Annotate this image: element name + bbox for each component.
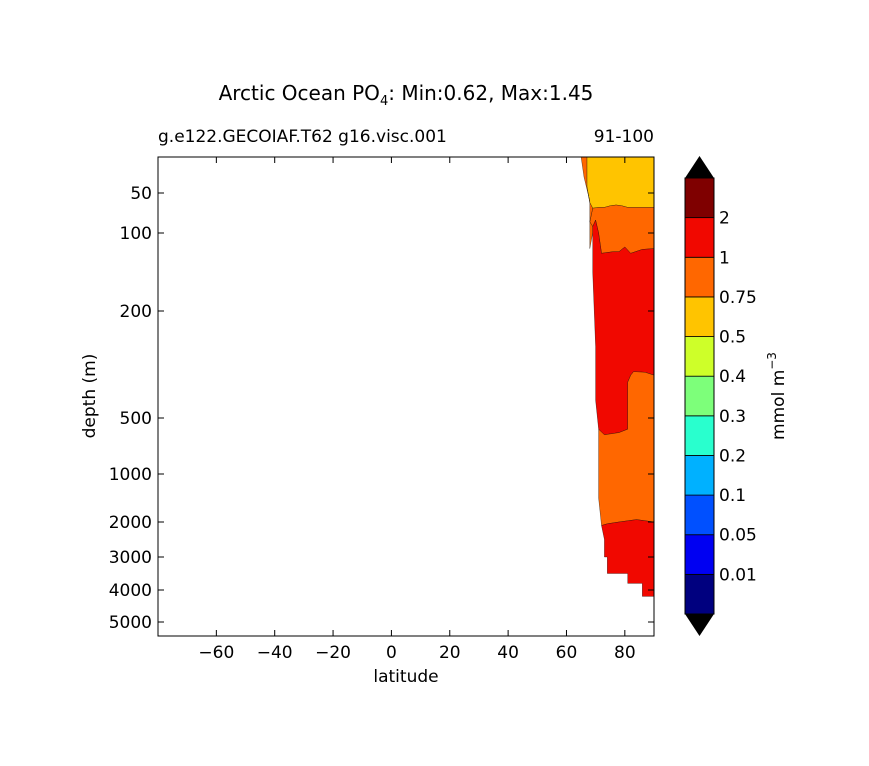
- colorbar-tick-label: 0.1: [719, 486, 746, 506]
- x-tick-label: −60: [198, 643, 234, 663]
- colorbar-segment: [684, 256, 715, 298]
- colorbar-segment: [684, 375, 715, 417]
- colorbar-tick-label: 0.2: [719, 446, 746, 466]
- contour-fill-layer: [580, 157, 654, 597]
- colorbar-segment: [684, 177, 715, 219]
- y-tick-label: 4000: [109, 581, 152, 601]
- x-axis-label: latitude: [373, 667, 438, 687]
- x-tick-label: 60: [556, 643, 578, 663]
- colorbar-segment: [684, 534, 715, 575]
- colorbar-tick-label: 0.3: [719, 407, 746, 427]
- x-axis: −60 −40 −20 0 20 40 60 80: [198, 157, 636, 663]
- colorbar-segment: [684, 494, 715, 536]
- colorbar-segment: [684, 573, 715, 615]
- colorbar-tick-label: 0.01: [719, 565, 757, 585]
- y-tick-label: 1000: [109, 465, 152, 485]
- colorbar-segment: [684, 415, 715, 456]
- contour-region-band-0.5-0.75: [586, 157, 654, 209]
- contour-region-band-1-2-deep: [601, 519, 654, 597]
- colorbar-segment: [684, 296, 715, 337]
- colorbar-over-arrow: [685, 156, 714, 178]
- colorbar-under-arrow: [685, 614, 714, 636]
- y-axis: 50 100 200 500 1000 2000 3000 4000 5000: [109, 184, 654, 633]
- colorbar-segment: [684, 336, 715, 377]
- contour-region-band-0.75-1-surface: [580, 157, 593, 249]
- x-tick-label: 20: [439, 643, 461, 663]
- x-tick-label: −40: [257, 643, 293, 663]
- case-label: g.e122.GECOIAF.T62 g16.visc.001: [158, 127, 447, 147]
- colorbar-segment: [684, 455, 715, 496]
- chart-title: Arctic Ocean PO4: Min:0.62, Max:1.45: [219, 81, 594, 109]
- x-tick-label: 40: [497, 643, 519, 663]
- x-tick-label: −20: [315, 643, 351, 663]
- plot-background: [158, 157, 654, 636]
- period-label: 91-100: [594, 127, 654, 147]
- y-tick-label: 5000: [109, 613, 152, 633]
- colorbar: 0.01 0.05 0.1 0.2 0.3 0.4 0.5 0.75 1 2: [684, 156, 757, 636]
- x-tick-label: 0: [386, 643, 397, 663]
- y-tick-label: 500: [120, 409, 152, 429]
- y-tick-label: 200: [120, 302, 152, 322]
- colorbar-tick-label: 0.4: [719, 367, 746, 387]
- y-tick-label: 3000: [109, 548, 152, 568]
- colorbar-tick-label: 1: [719, 248, 730, 268]
- plot-frame: [157, 156, 655, 637]
- y-tick-label: 100: [120, 224, 152, 244]
- colorbar-tick-label: 0.75: [719, 288, 757, 308]
- y-tick-label: 2000: [109, 513, 152, 533]
- colorbar-label: mmol m−3: [765, 352, 789, 440]
- x-tick-label: 80: [614, 643, 636, 663]
- colorbar-tick-label: 0.05: [719, 526, 757, 546]
- colorbar-tick-label: 2: [719, 209, 730, 229]
- y-tick-label: 50: [130, 184, 152, 204]
- colorbar-frame: [684, 177, 715, 615]
- colorbar-segment: [684, 217, 715, 258]
- colorbar-tick-label: 0.5: [719, 328, 746, 348]
- y-axis-label: depth (m): [80, 354, 100, 439]
